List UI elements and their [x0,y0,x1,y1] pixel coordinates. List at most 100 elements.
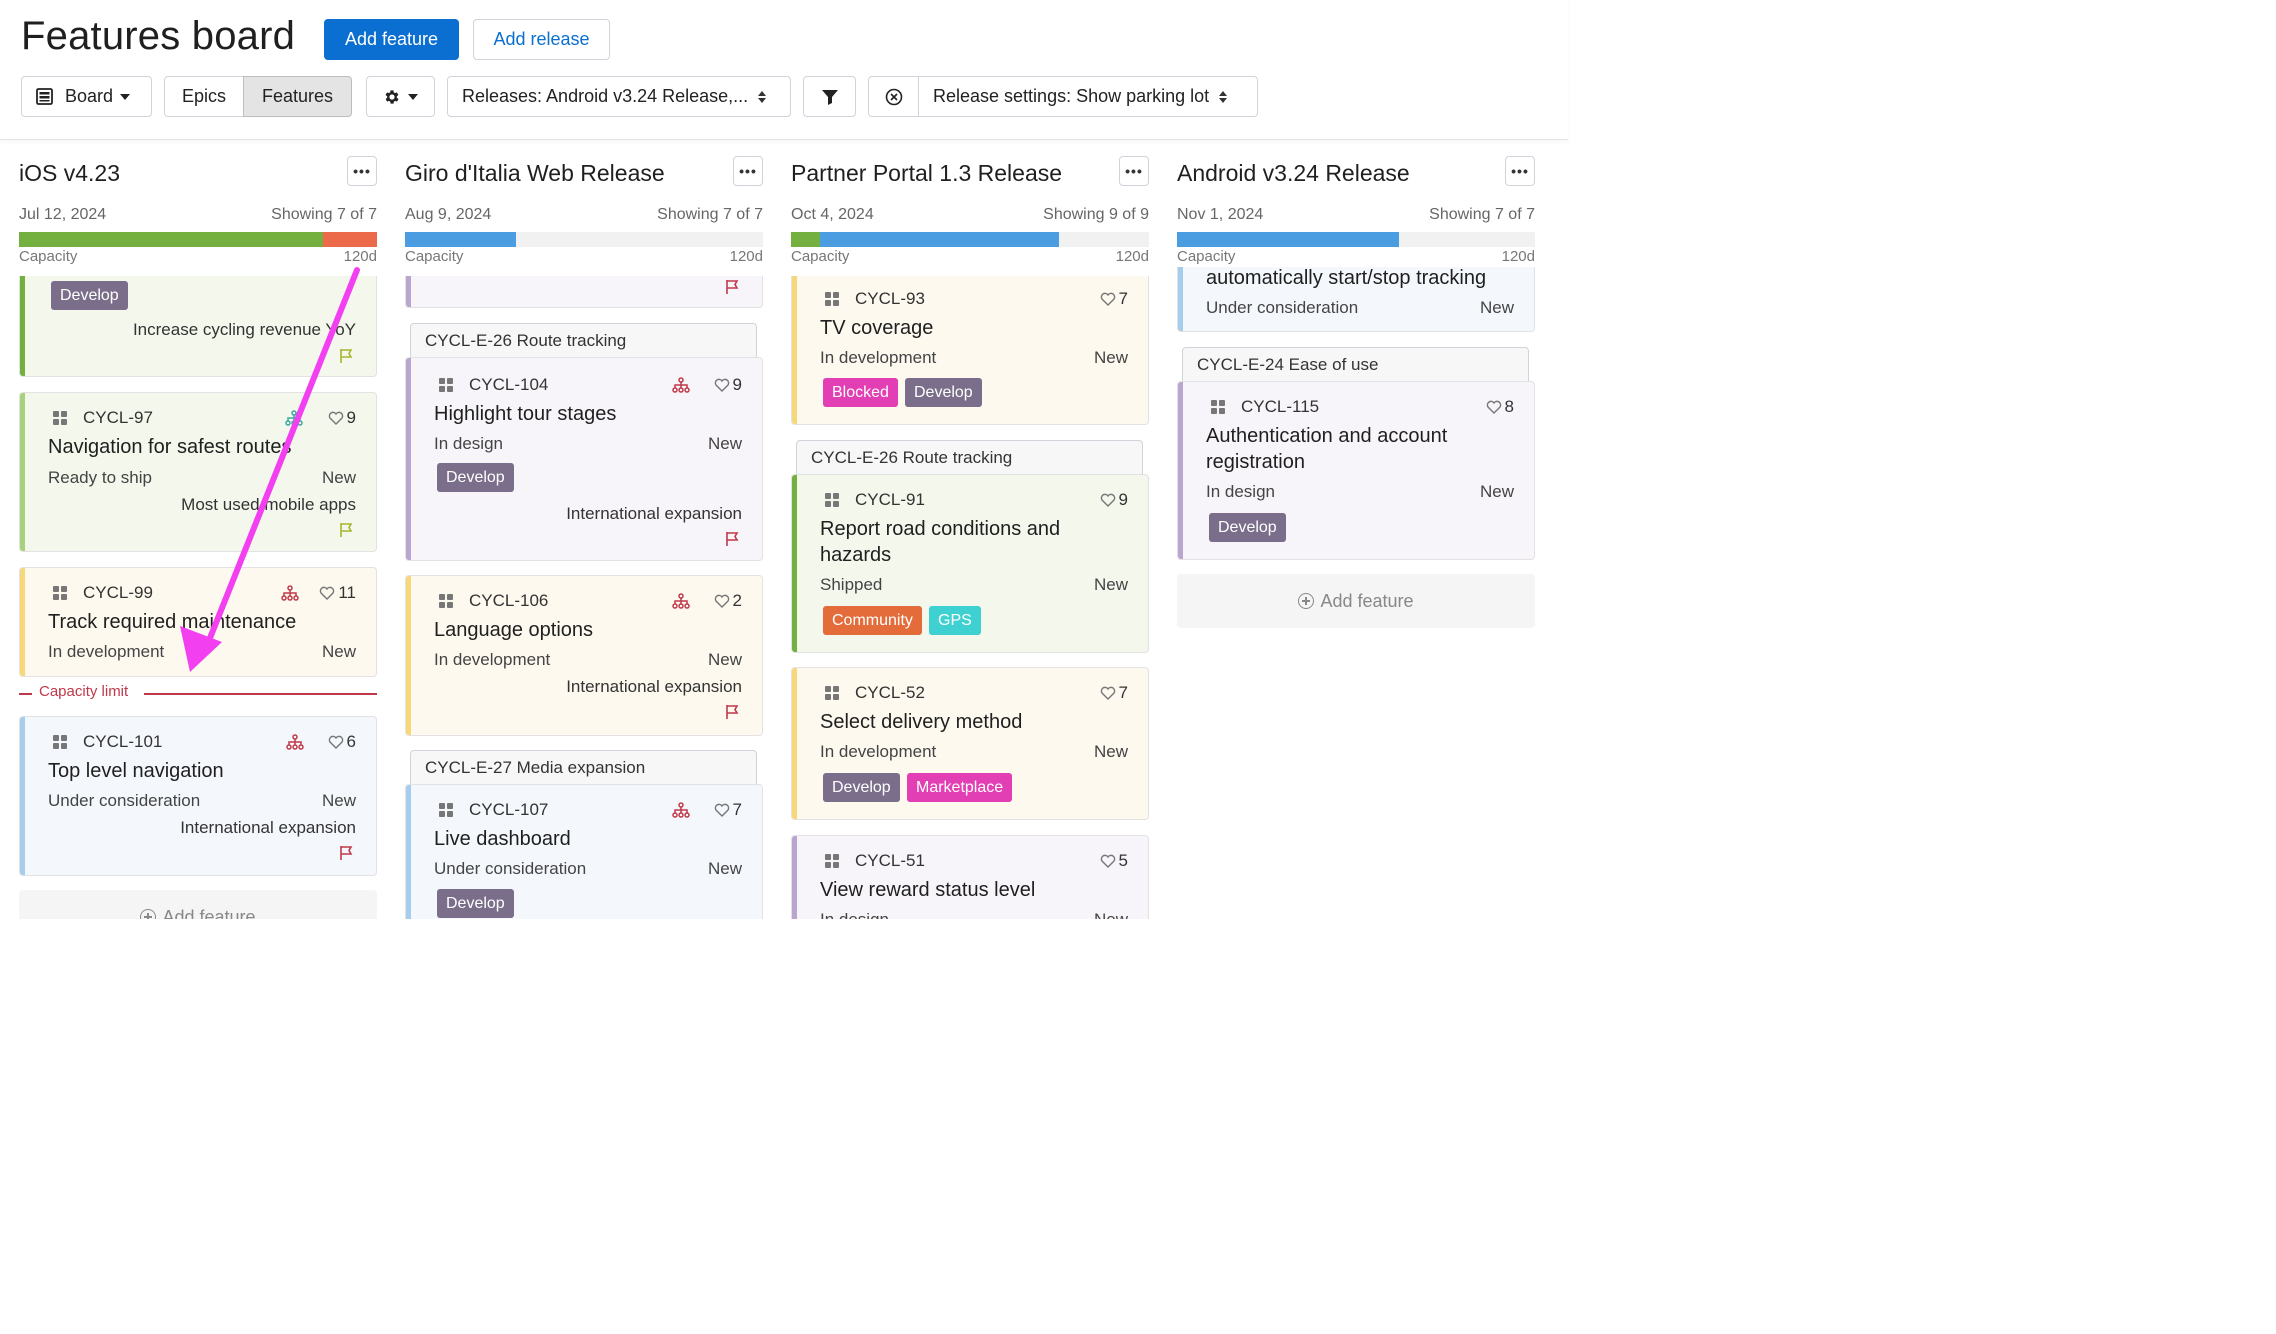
feature-id[interactable]: CYCL-99 [83,583,153,602]
feature-title[interactable]: Report road conditions and hazards [820,518,1061,566]
more-options-button[interactable]: ••• [347,156,377,186]
epic-group-header[interactable]: CYCL-E-26 Route tracking [410,323,757,357]
more-options-button[interactable]: ••• [1119,156,1149,186]
column-title[interactable]: Partner Portal 1.3 Release [791,160,1063,186]
capacity-used [791,232,820,247]
drag-handle-icon[interactable] [1211,400,1225,414]
feature-id[interactable]: CYCL-101 [83,732,163,751]
feature-card[interactable]: CYCL-106 2 Language options In developme… [405,575,763,736]
add-feature-button[interactable]: Add feature [324,19,459,60]
hierarchy-icon[interactable] [672,802,690,818]
feature-card[interactable]: CYCL-107 7 Live dashboard Under consider… [405,784,763,919]
feature-card[interactable]: CYCL-104 9 Highlight tour stages In desi… [405,357,763,561]
column-title[interactable]: Giro d'Italia Web Release [405,160,665,186]
drag-handle-icon[interactable] [825,854,839,868]
drag-handle-icon[interactable] [439,378,453,392]
feature-status: Under consideration [1206,298,1359,317]
add-feature-link[interactable]: Add feature [1177,574,1535,628]
feature-card[interactable]: CYCL-101 6 Top level navigation Under co… [19,716,377,876]
settings-dropdown[interactable] [366,76,435,117]
capacity-value: 120d [343,248,377,265]
tag-marketplace: Marketplace [907,773,1013,802]
feature-id[interactable]: CYCL-51 [855,851,925,870]
column-title[interactable]: iOS v4.23 [19,160,120,186]
feature-id[interactable]: CYCL-91 [855,490,925,509]
feature-id[interactable]: CYCL-97 [83,408,153,427]
release-date: Oct 4, 2024 [791,206,874,223]
drag-handle-icon[interactable] [53,735,67,749]
column-title[interactable]: Android v3.24 Release [1177,160,1410,186]
feature-id[interactable]: CYCL-93 [855,289,925,308]
sort-updown-icon [758,90,767,103]
feature-status: In development [48,642,165,661]
releases-filter-select[interactable]: Releases: Android v3.24 Release,... [447,76,791,117]
hierarchy-icon[interactable] [672,377,690,393]
feature-title[interactable]: Authentication and account registration [1206,425,1448,473]
drag-handle-icon[interactable] [53,411,67,425]
feature-card[interactable]: CYCL-93 7 TV coverage In development New… [791,260,1149,425]
score: 7 [714,800,742,820]
feature-title[interactable]: Navigation for safest routes [48,436,292,458]
feature-title[interactable]: Top level navigation [48,760,224,782]
feature-id[interactable]: CYCL-106 [469,591,549,610]
feature-title[interactable]: View reward status level [820,879,1036,901]
capacity-value: 120d [729,248,763,265]
drag-handle-icon[interactable] [825,686,839,700]
feature-card[interactable]: CYCL-91 9 Report road conditions and haz… [791,474,1149,653]
feature-id[interactable]: CYCL-104 [469,375,549,394]
feature-title[interactable]: Live dashboard [434,828,571,850]
feature-card[interactable]: CYCL-99 11 Track required maintenance In… [19,567,377,677]
score: 9 [328,408,356,428]
filter-button[interactable] [803,76,856,117]
clear-release-settings-button[interactable] [868,76,919,117]
score-icon [1100,493,1115,507]
feature-id[interactable]: CYCL-107 [469,800,549,819]
feature-card[interactable]: CYCL-97 9 Navigation for safest routes R… [19,392,377,552]
capacity-label: Capacity [791,248,850,265]
hierarchy-icon[interactable] [672,593,690,609]
epic-group-header[interactable]: CYCL-E-26 Route tracking [796,440,1143,474]
showing-count: Showing 7 of 7 [657,206,763,223]
feature-new-label: New [707,859,742,878]
release-settings-select[interactable]: Release settings: Show parking lot [918,76,1258,117]
hierarchy-icon[interactable] [286,734,304,750]
drag-handle-icon[interactable] [825,292,839,306]
tag-develop: Develop [1209,513,1286,542]
drag-handle-icon[interactable] [439,594,453,608]
feature-card[interactable]: CYCL-52 7 Select delivery method In deve… [791,667,1149,820]
drag-handle-icon[interactable] [53,586,67,600]
feature-title[interactable]: Highlight tour stages [434,403,617,425]
epic-group-header[interactable]: CYCL-E-24 Ease of use [1182,347,1529,381]
feature-title[interactable]: Track required maintenance [48,611,297,633]
drag-handle-icon[interactable] [825,493,839,507]
feature-title[interactable]: Select delivery method [820,711,1023,733]
tag-develop: Develop [905,378,982,407]
close-circle-icon [885,88,902,105]
feature-id[interactable]: CYCL-115 [1241,397,1320,416]
capacity-label: Capacity [19,248,78,265]
flag-icon [726,705,739,719]
hierarchy-icon[interactable] [281,585,299,601]
feature-id[interactable]: CYCL-52 [855,683,925,702]
more-options-button[interactable]: ••• [1505,156,1535,186]
feature-card[interactable]: CYCL-115 8 Authentication and account re… [1177,381,1535,560]
sort-updown-icon [1219,90,1228,103]
add-feature-link[interactable]: Add feature [19,890,377,919]
feature-status: In development [820,348,937,367]
board-view-dropdown[interactable]: Board [21,76,152,117]
epic-group-header[interactable]: CYCL-E-27 Media expansion [410,750,757,784]
feature-card[interactable]: CYCL-51 5 View reward status level In de… [791,835,1149,919]
epics-toggle[interactable]: Epics [164,76,244,117]
features-toggle[interactable]: Features [243,76,352,117]
hierarchy-icon[interactable] [285,410,303,426]
more-options-button[interactable]: ••• [733,156,763,186]
capacity-bar [1177,232,1535,247]
feature-title[interactable]: automatically start/stop tracking [1206,267,1487,289]
drag-handle-icon[interactable] [439,803,453,817]
top-toolbar: Features board Add feature Add release B… [0,0,1568,140]
flag-icon [340,349,353,363]
tag-develop: Develop [437,889,514,918]
feature-title[interactable]: TV coverage [820,317,934,339]
feature-title[interactable]: Language options [434,619,594,641]
add-release-button[interactable]: Add release [473,19,610,60]
